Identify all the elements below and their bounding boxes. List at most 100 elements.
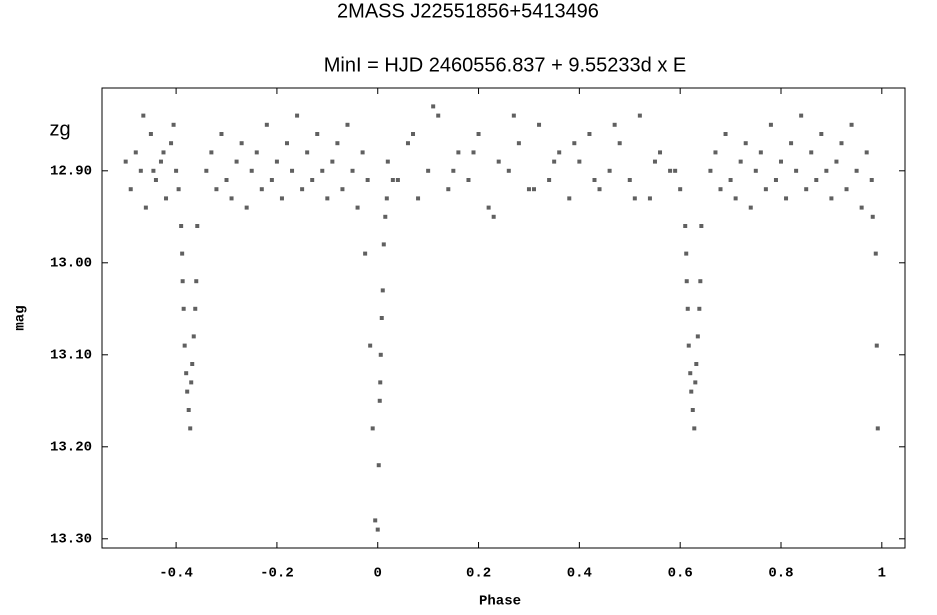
data-point [637, 113, 642, 118]
data-point [870, 214, 875, 219]
data-point [854, 168, 859, 173]
data-point [380, 288, 385, 293]
data-point [733, 196, 738, 201]
data-point [385, 159, 390, 164]
data-point [597, 187, 602, 192]
band-label: zg [49, 118, 70, 140]
x-tick-label: 0 [374, 566, 382, 582]
data-point [778, 159, 783, 164]
data-point [617, 141, 622, 146]
data-point [244, 205, 249, 210]
data-point [773, 178, 778, 182]
data-point [182, 343, 187, 348]
data-point [684, 279, 689, 284]
data-point [844, 187, 849, 192]
data-point [190, 362, 195, 366]
data-point [743, 141, 748, 146]
y-tick-label: 13.20 [50, 440, 92, 456]
data-point [378, 380, 383, 385]
data-point [274, 159, 279, 164]
data-point [829, 196, 834, 201]
data-point [723, 132, 728, 136]
data-point [814, 178, 819, 182]
data-point [869, 178, 874, 182]
data-point [451, 168, 456, 173]
x-tick-label: -0.4 [159, 566, 193, 582]
data-point [340, 187, 345, 192]
data-point [491, 214, 496, 219]
data-point [310, 178, 315, 182]
data-point [718, 187, 723, 192]
data-point [874, 343, 879, 348]
data-point [577, 159, 582, 164]
data-point [824, 168, 829, 173]
data-point [373, 518, 378, 523]
data-point [694, 362, 699, 366]
data-point [363, 251, 368, 256]
data-point [713, 150, 718, 155]
data-point [184, 371, 189, 376]
data-point [446, 187, 451, 192]
data-point [834, 159, 839, 164]
data-point [690, 408, 695, 412]
data-point [229, 196, 234, 201]
chart-subtitle: MinI = HJD 2460556.837 + 9.55233d x E [324, 54, 686, 76]
data-point [186, 408, 191, 412]
data-point [607, 168, 612, 173]
data-point [377, 398, 382, 403]
data-point [164, 196, 169, 201]
data-point [426, 168, 431, 173]
y-tick-label: 13.00 [50, 256, 92, 272]
data-point [552, 159, 557, 164]
data-point [627, 178, 632, 182]
data-point [345, 122, 350, 127]
data-point [269, 178, 274, 182]
data-point [683, 224, 688, 228]
y-tick-label: 13.30 [50, 532, 92, 548]
data-point [496, 159, 501, 164]
data-point [819, 132, 824, 136]
x-tick-label: 0.6 [668, 566, 693, 582]
data-point [738, 159, 743, 164]
data-point [383, 214, 388, 219]
data-point [506, 168, 511, 173]
data-point [234, 159, 239, 164]
data-point [486, 205, 491, 210]
x-tick-label: 0.4 [567, 566, 592, 582]
data-point [693, 380, 698, 385]
data-point [158, 159, 163, 164]
data-point [279, 196, 284, 201]
data-point [758, 150, 763, 155]
y-axis-label: mag [13, 305, 29, 330]
data-point [572, 141, 577, 146]
data-point [143, 205, 148, 210]
data-point [370, 426, 375, 431]
x-axis-label: Phase [479, 594, 521, 610]
data-point [290, 168, 295, 173]
data-point [632, 196, 637, 201]
data-point [526, 187, 531, 192]
data-point [516, 141, 521, 146]
data-point [188, 426, 193, 431]
data-point [411, 132, 416, 136]
data-point [768, 122, 773, 127]
data-point [511, 113, 516, 118]
data-point [673, 168, 678, 173]
data-point [652, 159, 657, 164]
data-point [697, 306, 702, 311]
data-point [300, 187, 305, 192]
data-point [204, 168, 209, 173]
data-point [809, 150, 814, 155]
data-point [804, 187, 809, 192]
data-point [330, 159, 335, 164]
data-point [325, 196, 330, 201]
x-tick-label: -0.2 [260, 566, 294, 582]
chart-title: 2MASS J22551856+5413496 [337, 0, 599, 22]
data-point [375, 527, 380, 532]
y-tick-label: 13.10 [50, 348, 92, 364]
data-point [189, 380, 194, 385]
data-point [753, 168, 758, 173]
data-point [315, 132, 320, 136]
x-tick-label: 0.8 [768, 566, 793, 582]
data-point [214, 187, 219, 192]
